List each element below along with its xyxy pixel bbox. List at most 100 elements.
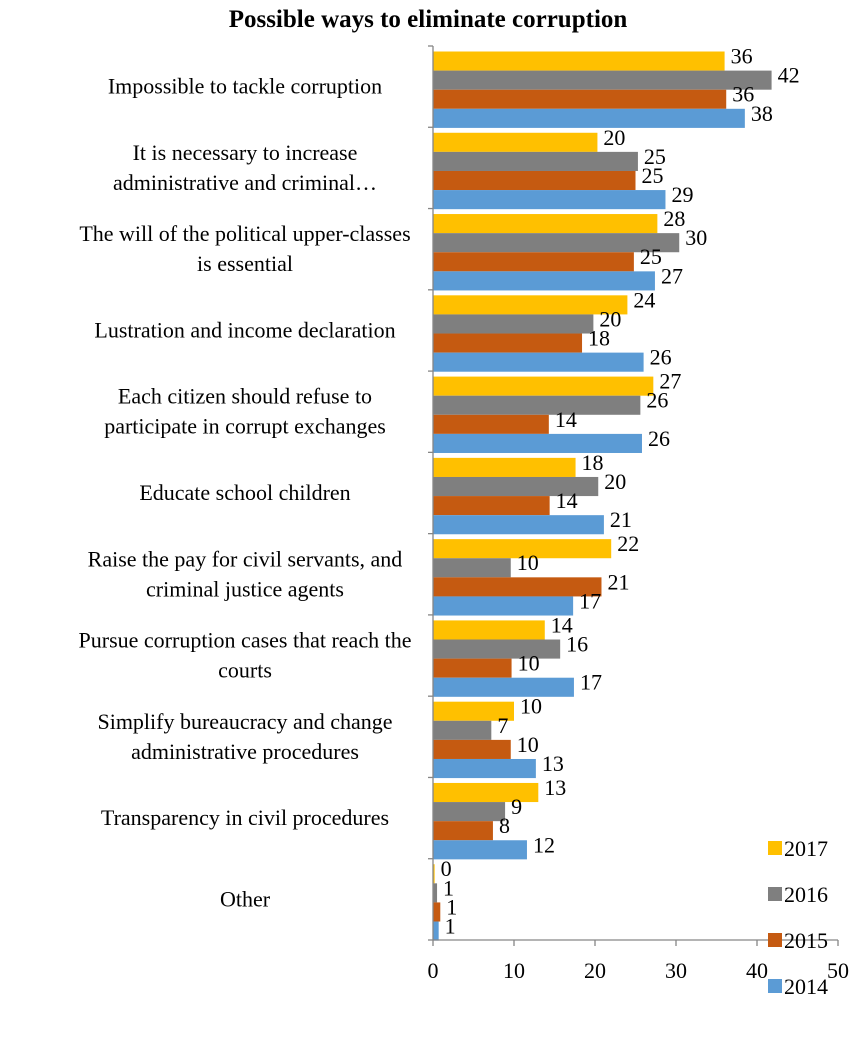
bar-2015 xyxy=(433,170,636,191)
legend-label: 2017 xyxy=(784,836,828,861)
data-label: 1 xyxy=(445,914,456,939)
bar-2016 xyxy=(433,314,594,334)
bars-layer xyxy=(433,51,772,941)
data-label: 14 xyxy=(555,407,577,432)
data-label: 20 xyxy=(599,306,621,331)
bar-2015 xyxy=(433,821,493,841)
data-label: 30 xyxy=(685,225,707,250)
data-label: 27 xyxy=(659,369,681,394)
bar-2017 xyxy=(433,51,725,71)
bar-2014 xyxy=(433,596,574,616)
data-label: 29 xyxy=(671,182,693,207)
x-tick-label: 40 xyxy=(746,958,768,983)
data-label: 13 xyxy=(542,751,564,776)
bar-2014 xyxy=(433,190,666,210)
data-label: 27 xyxy=(661,263,683,288)
data-label: 20 xyxy=(604,469,626,494)
data-label: 17 xyxy=(580,670,602,695)
legend-label: 2016 xyxy=(784,882,828,907)
legend-swatch xyxy=(768,979,782,993)
data-label: 13 xyxy=(544,775,566,800)
bar-2015 xyxy=(433,496,550,516)
bar-2016 xyxy=(433,802,506,822)
bar-2017 xyxy=(433,132,598,152)
data-label: 25 xyxy=(642,163,664,188)
data-label: 12 xyxy=(533,832,555,857)
x-tick-label: 50 xyxy=(827,958,849,983)
data-label: 24 xyxy=(633,287,655,312)
data-label: 8 xyxy=(499,813,510,838)
bar-2016 xyxy=(433,233,680,253)
bar-2014 xyxy=(433,433,642,453)
x-tick-label: 10 xyxy=(503,958,525,983)
data-label: 14 xyxy=(556,488,578,513)
bar-2015 xyxy=(433,414,549,434)
data-label: 21 xyxy=(610,507,632,532)
bar-2017 xyxy=(433,295,628,315)
bar-2014 xyxy=(433,921,439,941)
category-label: Each citizen should refuse to participate… xyxy=(104,384,386,439)
bar-2016 xyxy=(433,558,511,578)
bar-2015 xyxy=(433,739,511,759)
bar-2015 xyxy=(433,577,602,597)
x-tick-label: 30 xyxy=(665,958,687,983)
bar-2014 xyxy=(433,271,655,291)
x-tick-label: 20 xyxy=(584,958,606,983)
data-label: 16 xyxy=(566,632,588,657)
data-label: 36 xyxy=(732,82,754,107)
bar-2016 xyxy=(433,720,492,740)
bar-2014 xyxy=(433,515,604,535)
legend-swatch xyxy=(768,841,782,855)
data-label: 26 xyxy=(650,345,672,370)
data-label: 22 xyxy=(617,531,639,556)
data-label: 1 xyxy=(443,875,454,900)
bar-2016 xyxy=(433,476,599,497)
legend-swatch xyxy=(768,887,782,901)
bar-2014 xyxy=(433,677,574,697)
category-label: It is necessary to increase administrativ… xyxy=(113,140,377,195)
legend-label: 2015 xyxy=(784,928,828,953)
bar-2017 xyxy=(433,457,576,477)
data-label: 1 xyxy=(446,894,457,919)
data-label: 25 xyxy=(644,144,666,169)
x-tick-label: 0 xyxy=(428,958,439,983)
data-label: 21 xyxy=(607,569,629,594)
bar-2015 xyxy=(433,658,512,678)
bar-2016 xyxy=(433,639,561,659)
data-label: 10 xyxy=(517,550,539,575)
category-label: Transparency in civil procedures xyxy=(101,805,389,830)
legend: 2017 2016 2015 2014 xyxy=(768,836,828,999)
bar-2016 xyxy=(433,395,641,415)
data-label: 14 xyxy=(551,612,573,637)
data-label: 26 xyxy=(648,426,670,451)
bar-2017 xyxy=(433,376,654,396)
legend-label: 2014 xyxy=(784,974,828,999)
data-label: 18 xyxy=(582,450,604,475)
category-label: Pursue corruption cases that reach the co… xyxy=(79,628,412,683)
category-label: The will of the political upper-classes i… xyxy=(79,221,410,276)
bar-2016 xyxy=(433,70,772,90)
category-label: Educate school children xyxy=(139,480,350,505)
category-label: Other xyxy=(220,886,271,911)
category-label: Impossible to tackle corruption xyxy=(108,74,382,99)
bar-2017 xyxy=(433,782,539,803)
bar-2017 xyxy=(433,864,435,884)
data-label: 42 xyxy=(778,63,800,88)
data-label: 10 xyxy=(517,732,539,757)
bar-2017 xyxy=(433,214,658,234)
labels-layer: 3620282427182214101304225302026201016791… xyxy=(79,44,800,939)
data-label: 7 xyxy=(497,713,508,738)
bar-2016 xyxy=(433,151,638,171)
bar-2014 xyxy=(433,108,745,128)
category-label: Lustration and income declaration xyxy=(94,317,395,342)
data-label: 10 xyxy=(520,694,542,719)
data-label: 20 xyxy=(603,125,625,150)
data-label: 9 xyxy=(511,794,522,819)
bar-2016 xyxy=(433,883,438,903)
data-label: 10 xyxy=(518,651,540,676)
data-label: 25 xyxy=(640,244,662,269)
axes-layer: 0 10 20 30 40 50 xyxy=(428,45,849,983)
data-label: 26 xyxy=(646,388,668,413)
chart-title: Possible ways to eliminate corruption xyxy=(228,6,628,33)
